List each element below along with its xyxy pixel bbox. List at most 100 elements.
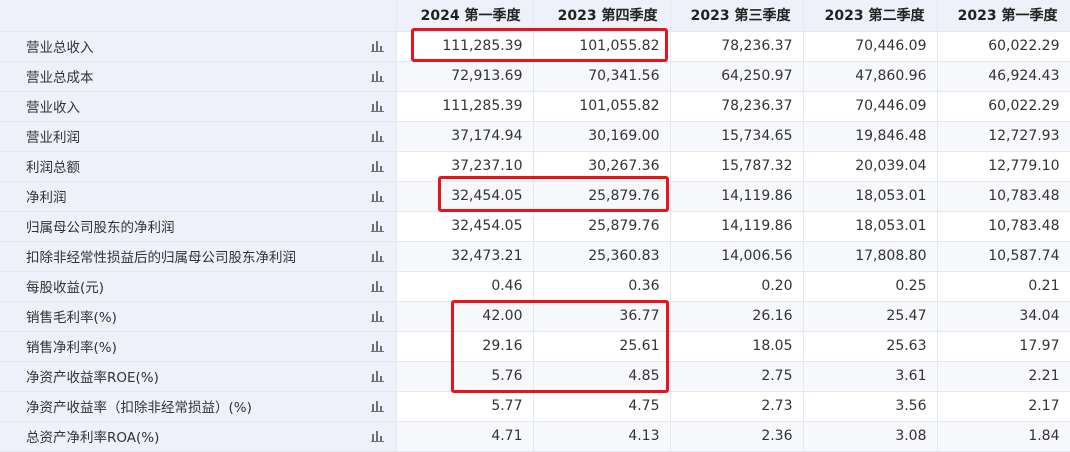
row-label-cell: 营业总收入 xyxy=(0,31,397,62)
row-label: 销售毛利率(%) xyxy=(26,310,117,326)
value-cell: 32,454.05 xyxy=(396,181,534,212)
bar-chart-icon[interactable] xyxy=(370,400,384,412)
row-label-cell: 净资产收益率ROE(%) xyxy=(0,361,397,392)
value-cell: 10,783.48 xyxy=(937,211,1070,242)
table-row: 销售净利率(%) 29.16 25.61 18.05 25.63 17.97 xyxy=(0,331,1070,362)
header-corner xyxy=(0,0,397,32)
row-label-cell: 销售净利率(%) xyxy=(0,331,397,362)
table-row: 净利润 32,454.05 25,879.76 14,119.86 18,053.01 1… xyxy=(0,181,1070,212)
row-label: 营业总收入 xyxy=(26,40,94,56)
value-cell: 0.21 xyxy=(937,271,1070,302)
value-cell: 1.84 xyxy=(937,421,1070,452)
value-cell: 4.75 xyxy=(533,391,671,422)
value-cell: 15,734.65 xyxy=(670,121,804,152)
row-label-cell: 净资产收益率（扣除非经常损益）(%) xyxy=(0,391,397,422)
value-cell: 70,446.09 xyxy=(803,31,938,62)
value-cell: 14,006.56 xyxy=(670,241,804,272)
value-cell: 10,587.74 xyxy=(937,241,1070,272)
value-cell: 2.75 xyxy=(670,361,804,392)
row-label-cell: 扣除非经常性损益后的归属母公司股东净利润 xyxy=(0,241,397,272)
value-cell: 0.36 xyxy=(533,271,671,302)
bar-chart-icon[interactable] xyxy=(370,250,384,262)
bar-chart-icon[interactable] xyxy=(370,280,384,292)
value-cell: 32,454.05 xyxy=(396,211,534,242)
column-header: 2023 第四季度 xyxy=(533,0,671,32)
table-row: 扣除非经常性损益后的归属母公司股东净利润 32,473.21 25,360.83 14… xyxy=(0,241,1070,272)
value-cell: 14,119.86 xyxy=(670,181,804,212)
value-cell: 64,250.97 xyxy=(670,61,804,92)
value-cell: 25,879.76 xyxy=(533,181,671,212)
value-cell: 17,808.80 xyxy=(803,241,938,272)
value-cell: 18,053.01 xyxy=(803,181,938,212)
row-label: 净资产收益率ROE(%) xyxy=(26,370,159,386)
value-cell: 78,236.37 xyxy=(670,91,804,122)
row-label: 销售净利率(%) xyxy=(26,340,117,356)
value-cell: 5.77 xyxy=(396,391,534,422)
bar-chart-icon[interactable] xyxy=(370,310,384,322)
row-label-cell: 营业收入 xyxy=(0,91,397,122)
value-cell: 4.85 xyxy=(533,361,671,392)
value-cell: 0.25 xyxy=(803,271,938,302)
value-cell: 18.05 xyxy=(670,331,804,362)
value-cell: 46,924.43 xyxy=(937,61,1070,92)
value-cell: 2.36 xyxy=(670,421,804,452)
value-cell: 30,267.36 xyxy=(533,151,671,182)
value-cell: 18,053.01 xyxy=(803,211,938,242)
value-cell: 14,119.86 xyxy=(670,211,804,242)
bar-chart-icon[interactable] xyxy=(370,220,384,232)
column-header: 2023 第二季度 xyxy=(803,0,938,32)
value-cell: 3.08 xyxy=(803,421,938,452)
value-cell: 2.73 xyxy=(670,391,804,422)
value-cell: 19,846.48 xyxy=(803,121,938,152)
value-cell: 101,055.82 xyxy=(533,31,671,62)
bar-chart-icon[interactable] xyxy=(370,430,384,442)
table-row: 营业总成本 72,913.69 70,341.56 64,250.97 47,860.9… xyxy=(0,61,1070,92)
column-header: 2024 第一季度 xyxy=(396,0,534,32)
table-row: 利润总额 37,237.10 30,267.36 15,787.32 20,039.04… xyxy=(0,151,1070,182)
row-label-cell: 净利润 xyxy=(0,181,397,212)
row-label: 营业利润 xyxy=(26,130,80,146)
row-label: 扣除非经常性损益后的归属母公司股东净利润 xyxy=(26,250,296,266)
value-cell: 36.77 xyxy=(533,301,671,332)
value-cell: 78,236.37 xyxy=(670,31,804,62)
bar-chart-icon[interactable] xyxy=(370,100,384,112)
row-label: 营业收入 xyxy=(26,100,80,116)
table-row: 归属母公司股东的净利润 32,454.05 25,879.76 14,119.86 18… xyxy=(0,211,1070,242)
bar-chart-icon[interactable] xyxy=(370,130,384,142)
table-row: 净资产收益率ROE(%) 5.76 4.85 2.75 3.61 2.21 xyxy=(0,361,1070,392)
table-row: 营业收入 111,285.39 101,055.82 78,236.37 70,446.… xyxy=(0,91,1070,122)
row-label: 营业总成本 xyxy=(26,70,94,86)
value-cell: 3.61 xyxy=(803,361,938,392)
bar-chart-icon[interactable] xyxy=(370,160,384,172)
value-cell: 101,055.82 xyxy=(533,91,671,122)
row-label-cell: 总资产净利率ROA(%) xyxy=(0,421,397,452)
value-cell: 72,913.69 xyxy=(396,61,534,92)
bar-chart-icon[interactable] xyxy=(370,190,384,202)
bar-chart-icon[interactable] xyxy=(370,370,384,382)
row-label: 总资产净利率ROA(%) xyxy=(26,430,160,446)
row-label-cell: 利润总额 xyxy=(0,151,397,182)
bar-chart-icon[interactable] xyxy=(370,70,384,82)
value-cell: 32,473.21 xyxy=(396,241,534,272)
table-row: 营业总收入 111,285.39 101,055.82 78,236.37 70,446… xyxy=(0,31,1070,62)
row-label: 净利润 xyxy=(26,190,67,206)
row-label: 利润总额 xyxy=(26,160,80,176)
value-cell: 70,341.56 xyxy=(533,61,671,92)
value-cell: 12,779.10 xyxy=(937,151,1070,182)
value-cell: 15,787.32 xyxy=(670,151,804,182)
bar-chart-icon[interactable] xyxy=(370,40,384,52)
table-row: 总资产净利率ROA(%) 4.71 4.13 2.36 3.08 1.84 xyxy=(0,421,1070,452)
value-cell: 4.71 xyxy=(396,421,534,452)
bar-chart-icon[interactable] xyxy=(370,340,384,352)
row-label: 归属母公司股东的净利润 xyxy=(26,220,175,236)
column-header: 2023 第一季度 xyxy=(937,0,1070,32)
value-cell: 30,169.00 xyxy=(533,121,671,152)
column-header: 2023 第三季度 xyxy=(670,0,804,32)
value-cell: 29.16 xyxy=(396,331,534,362)
value-cell: 2.21 xyxy=(937,361,1070,392)
table-row: 营业利润 37,174.94 30,169.00 15,734.65 19,846.48… xyxy=(0,121,1070,152)
value-cell: 25.47 xyxy=(803,301,938,332)
value-cell: 2.17 xyxy=(937,391,1070,422)
value-cell: 4.13 xyxy=(533,421,671,452)
